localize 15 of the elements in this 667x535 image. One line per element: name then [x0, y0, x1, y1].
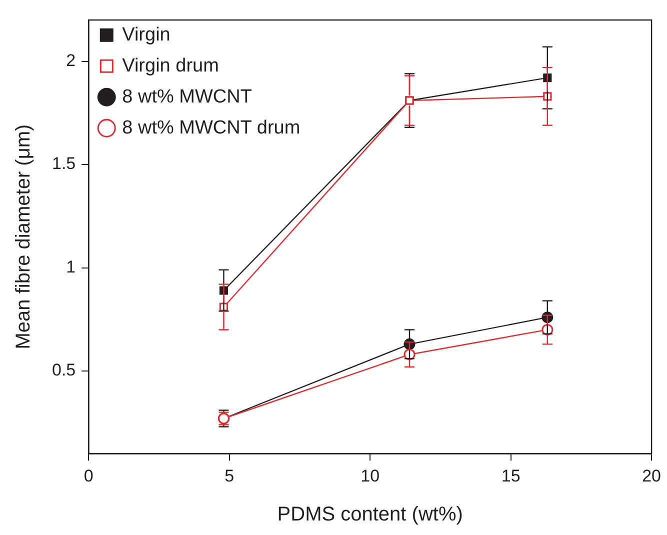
- x-tick-label: 0: [84, 466, 94, 486]
- legend-label: Virgin drum: [122, 55, 219, 76]
- y-tick-label: 1.5: [52, 154, 76, 174]
- x-axis-title: PDMS content (wt%): [277, 504, 463, 526]
- x-tick-label: 10: [360, 466, 380, 486]
- legend-label: 8 wt% MWCNT drum: [122, 117, 300, 138]
- y-tick-label: 0.5: [52, 360, 76, 380]
- y-axis-title: Mean fibre diameter (μm): [12, 124, 35, 350]
- legend-label: Virgin: [122, 24, 170, 46]
- y-tick-label: 2: [66, 50, 76, 70]
- y-tick-label: 1: [66, 257, 76, 276]
- x-tick-label: 15: [501, 466, 520, 486]
- legend-label: 8 wt% MWCNT: [122, 86, 252, 108]
- x-tick-label: 5: [224, 466, 234, 486]
- x-tick-label: 20: [642, 466, 662, 486]
